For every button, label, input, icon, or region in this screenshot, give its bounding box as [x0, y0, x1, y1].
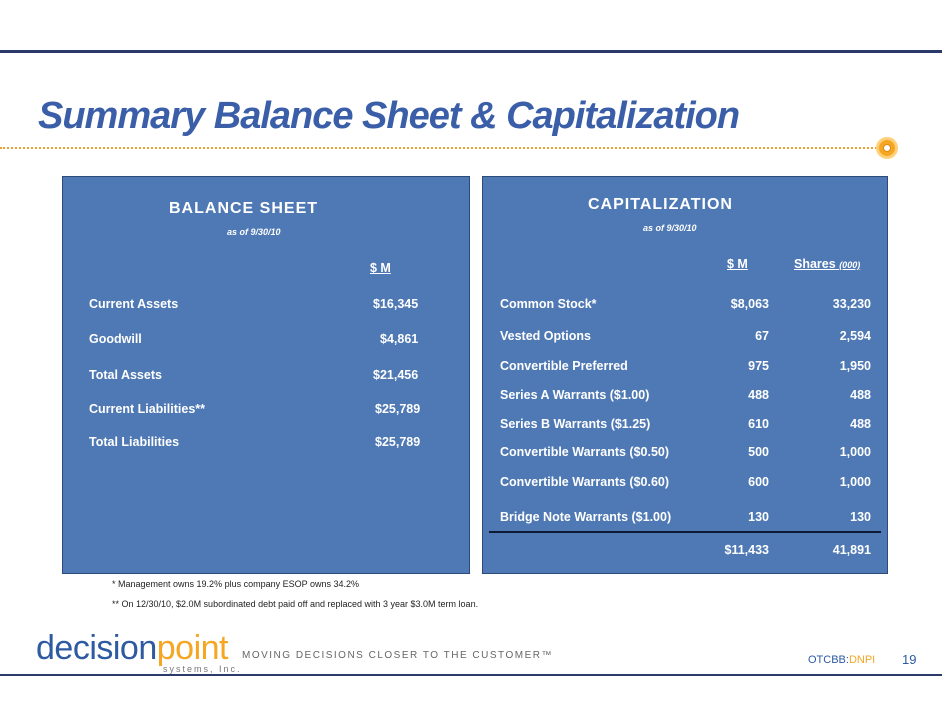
- balance-sheet-header: BALANCE SHEET: [169, 200, 319, 217]
- cap-row-label: Convertible Warrants ($0.60): [500, 475, 670, 489]
- cap-row-usd: 610: [748, 417, 769, 431]
- bs-row-value: $4,861: [380, 332, 419, 346]
- bs-row-value: $16,345: [373, 297, 419, 311]
- logo-main: decision: [36, 629, 157, 667]
- cap-row-shares: 2,594: [839, 329, 871, 343]
- cap-col-shares-label: Shares: [794, 257, 836, 271]
- capitalization-panel: CAPITALIZATION as of 9/30/10 $ M Shares …: [482, 176, 888, 574]
- cap-row-shares: 33,230: [832, 297, 871, 311]
- cap-row-shares: 1,000: [839, 475, 871, 489]
- capitalization-date: as of 9/30/10: [643, 223, 697, 233]
- cap-row-usd: 600: [748, 475, 769, 489]
- logo-subtitle: systems, Inc.: [163, 664, 242, 674]
- cap-row-label: Series B Warrants ($1.25): [500, 417, 651, 431]
- bs-row-label: Current Assets: [89, 297, 179, 311]
- slide: Summary Balance Sheet & Capitalization B…: [0, 50, 942, 676]
- ticker-prefix: OTCBB:: [808, 654, 849, 666]
- balance-sheet-panel: BALANCE SHEET as of 9/30/10 $ M Current …: [62, 176, 470, 574]
- cap-row-shares: 488: [850, 417, 871, 431]
- cap-total-usd: $11,433: [724, 543, 770, 557]
- capitalization-header: CAPITALIZATION: [588, 196, 733, 213]
- cap-row-shares: 1,950: [839, 359, 871, 373]
- cap-row-shares: 1,000: [839, 445, 871, 459]
- cap-row-label: Series A Warrants ($1.00): [500, 388, 650, 402]
- cap-row-usd: 975: [748, 359, 769, 373]
- cap-col-shares-header: Shares (000): [794, 257, 860, 271]
- cap-row-usd: 488: [748, 388, 769, 402]
- cap-row-shares: 130: [850, 510, 871, 524]
- cap-row-label: Bridge Note Warrants ($1.00): [500, 510, 672, 524]
- logo-accent: point: [156, 629, 229, 667]
- tagline: MOVING DECISIONS CLOSER TO THE CUSTOMER™: [242, 650, 553, 661]
- cap-row-usd: 67: [755, 329, 769, 343]
- cap-row-label: Convertible Warrants ($0.50): [500, 445, 670, 459]
- bs-row-label: Goodwill: [89, 332, 142, 346]
- footnote: * Management owns 19.2% plus company ESO…: [112, 579, 359, 589]
- cap-row-usd: 500: [748, 445, 769, 459]
- ticker-symbol: DNPI: [848, 654, 876, 666]
- page-number: 19: [902, 652, 917, 667]
- bs-row-label: Total Liabilities: [89, 435, 180, 449]
- total-rule: [489, 531, 881, 533]
- cap-row-usd: 130: [748, 510, 769, 524]
- footnote: ** On 12/30/10, $2.0M subordinated debt …: [112, 599, 479, 609]
- bs-row-label: Current Liabilities**: [89, 402, 205, 416]
- cap-row-label: Convertible Preferred: [500, 359, 628, 373]
- bs-row-value: $25,789: [375, 402, 421, 416]
- cap-total-shares: 41,891: [832, 543, 871, 557]
- cap-row-label: Vested Options: [500, 329, 591, 343]
- slide-title: Summary Balance Sheet & Capitalization: [38, 95, 740, 137]
- bs-row-label: Total Assets: [89, 368, 162, 382]
- cap-col-shares-unit: (000): [839, 260, 861, 270]
- cap-row-shares: 488: [850, 388, 871, 402]
- cap-col-usd-header: $ M: [727, 257, 748, 271]
- dotted-divider: [0, 147, 880, 149]
- cap-row-usd: $8,063: [730, 297, 769, 311]
- balance-sheet-date: as of 9/30/10: [227, 227, 281, 237]
- bs-row-value: $21,456: [373, 368, 419, 382]
- ticker: OTCBB:DNPI: [808, 654, 875, 666]
- cap-row-label: Common Stock*: [500, 297, 597, 311]
- target-icon: [876, 137, 898, 159]
- company-logo: decisionpoint: [36, 629, 228, 668]
- balance-sheet-unit-header: $ M: [370, 261, 391, 275]
- bs-row-value: $25,789: [375, 435, 421, 449]
